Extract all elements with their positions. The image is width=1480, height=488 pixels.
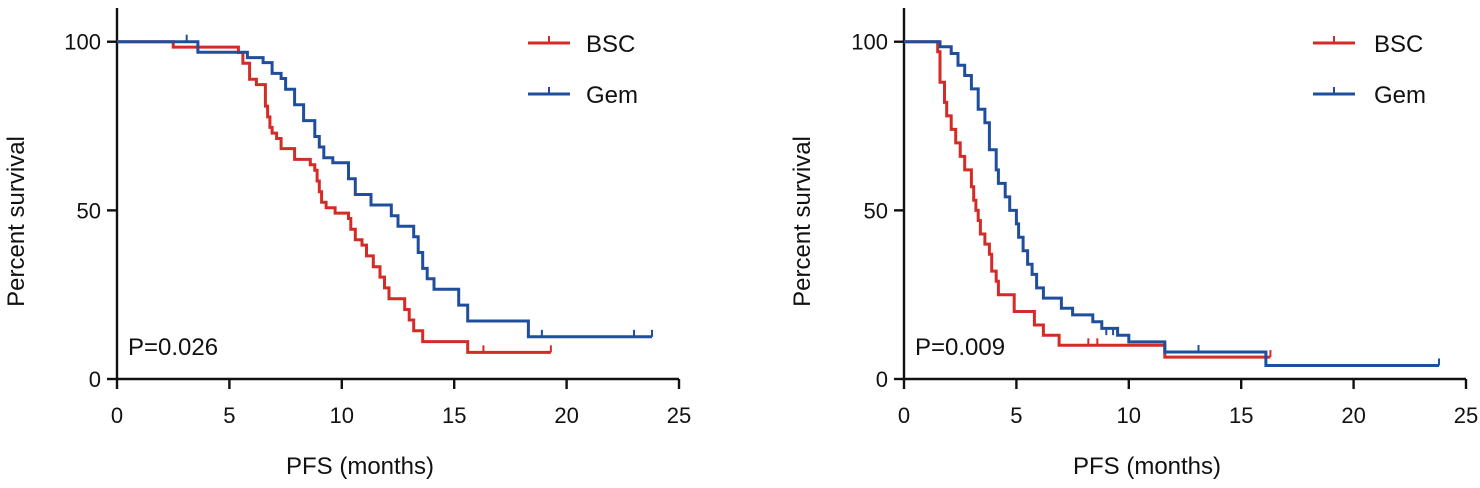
x-tick-label: 25 xyxy=(1454,403,1478,428)
x-tick-label: 0 xyxy=(898,403,910,428)
y-tick-label: 100 xyxy=(64,30,101,55)
x-tick-label: 15 xyxy=(442,403,466,428)
x-axis-title: PFS (months) xyxy=(286,453,434,480)
right-survival-chart: 0 50 100 0 5 10 15 20 25 PFS (months) Percent surv… xyxy=(789,8,1478,480)
x-tick-label: 20 xyxy=(554,403,578,428)
legend-item-gem: Gem xyxy=(1313,82,1426,109)
x-tick-label: 0 xyxy=(111,403,123,428)
series-line-bsc xyxy=(117,40,551,354)
y-tick-label: 0 xyxy=(876,367,888,392)
x-axis-title: PFS (months) xyxy=(1073,453,1221,480)
x-tick-label: 25 xyxy=(667,403,691,428)
left-survival-chart: 0 50 100 0 5 10 15 20 25 PFS (months) Percent surv… xyxy=(3,8,691,480)
x-tick-label: 5 xyxy=(1010,403,1022,428)
legend-item-bsc: BSC xyxy=(1313,31,1423,58)
series-line-gem xyxy=(117,40,652,339)
y-axis-title: Percent survival xyxy=(789,136,816,307)
legend-label: Gem xyxy=(586,82,638,109)
x-tick-label: 10 xyxy=(330,403,354,428)
y-tick-label: 0 xyxy=(89,367,101,392)
series-line-gem xyxy=(904,40,1439,367)
legend-item-gem: Gem xyxy=(528,82,638,109)
x-tick-label: 20 xyxy=(1341,403,1365,428)
y-axis-title: Percent survival xyxy=(3,136,30,307)
x-tick-label: 5 xyxy=(223,403,235,428)
legend-label: Gem xyxy=(1374,82,1426,109)
series-line-bsc xyxy=(904,40,1271,359)
legend-label: BSC xyxy=(1374,31,1423,58)
legend-label: BSC xyxy=(586,31,635,58)
p-value-label: P=0.026 xyxy=(128,334,218,361)
x-tick-label: 15 xyxy=(1229,403,1253,428)
y-tick-label: 50 xyxy=(77,198,101,223)
y-tick-label: 100 xyxy=(851,30,888,55)
x-tick-label: 10 xyxy=(1117,403,1141,428)
legend-item-bsc: BSC xyxy=(528,31,635,58)
y-tick-label: 50 xyxy=(864,198,888,223)
p-value-label: P=0.009 xyxy=(915,334,1005,361)
